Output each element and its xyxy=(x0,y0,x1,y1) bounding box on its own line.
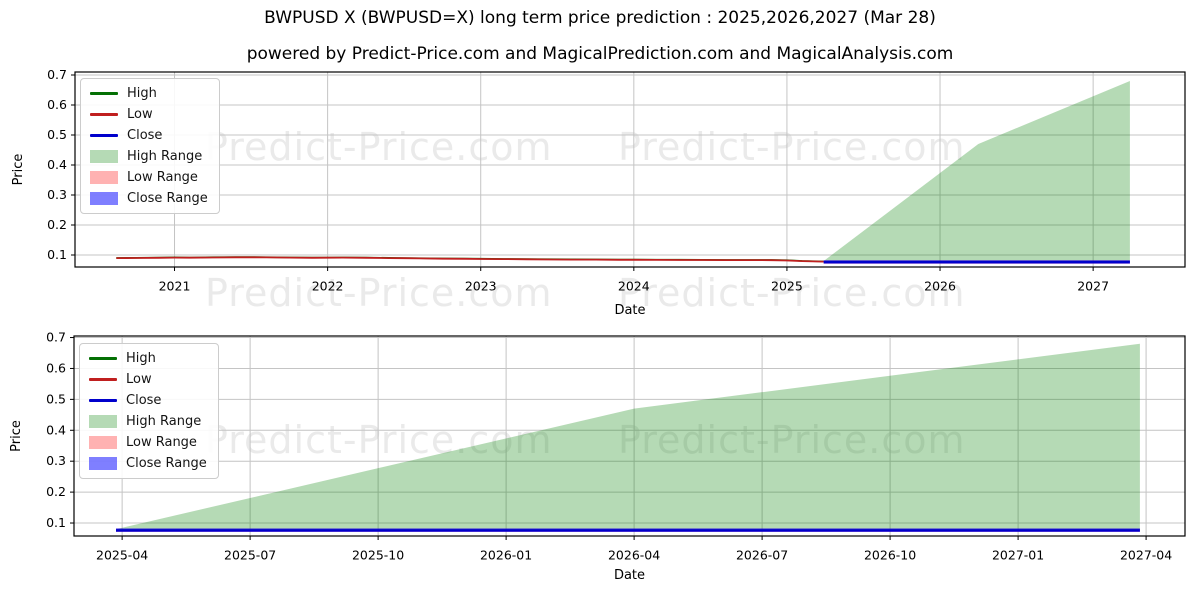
bottom-chart: 2025-04 2025-07 2025-10 2026-01 2026-04 2026-… xyxy=(9,330,1186,583)
legend-item-high-range: High Range xyxy=(89,414,207,429)
legend-item-close: Close xyxy=(89,393,207,408)
legend-patch-swatch xyxy=(90,171,118,184)
legend-label: Close Range xyxy=(126,456,207,471)
legend-label: Low Range xyxy=(126,435,197,450)
y-tick-label: 0.3 xyxy=(46,453,66,468)
watermark-text: Predict-Price.com xyxy=(618,419,966,462)
legend-item-high: High xyxy=(90,86,208,101)
axes-box xyxy=(73,335,1186,537)
series-line-low xyxy=(116,256,824,263)
legend-label: High xyxy=(126,351,156,366)
legend-line-swatch xyxy=(89,357,117,360)
legend-patch-swatch xyxy=(90,150,118,163)
x-tick-label: 2026-07 xyxy=(736,548,788,563)
y-tick-label: 0.5 xyxy=(47,127,67,142)
legend-item-close-range: Close Range xyxy=(89,456,207,471)
x-tick-label: 2025-07 xyxy=(224,548,276,563)
x-tick-label: 2025-04 xyxy=(96,548,148,563)
y-tick-label: 0.7 xyxy=(46,330,66,345)
series-area-high-range xyxy=(116,343,1140,531)
legend-label: Close xyxy=(127,128,163,143)
x-tick-label: 2027-04 xyxy=(1120,548,1172,563)
legend-line-swatch xyxy=(90,134,118,137)
axes-box xyxy=(74,71,1186,268)
y-axis-label: Price xyxy=(11,154,26,186)
legend-item-close: Close xyxy=(90,128,208,143)
x-tick-label: 2026-10 xyxy=(864,548,916,563)
legend-item-low-range: Low Range xyxy=(90,170,208,185)
legend-item-close-range: Close Range xyxy=(90,191,208,206)
watermark-text: Predict-Price.com xyxy=(618,125,966,169)
x-tick-label: 2027-01 xyxy=(992,548,1044,563)
legend-top-chart: High Low Close High Range Low Range Close Ran… xyxy=(80,78,220,214)
watermark-text: Predict-Price.com xyxy=(205,271,553,315)
legend-line-swatch xyxy=(89,399,117,402)
y-tick-label: 0.6 xyxy=(46,360,66,375)
x-tick-label: 2025-10 xyxy=(352,548,404,563)
y-tick-label: 0.7 xyxy=(47,67,67,82)
x-tick-label: 2024 xyxy=(618,279,650,294)
x-tick-label: 2021 xyxy=(159,279,191,294)
legend-item-high: High xyxy=(89,351,207,366)
legend-label: Low xyxy=(126,372,152,387)
watermark-text: Predict-Price.com xyxy=(618,271,966,315)
legend-label: High Range xyxy=(127,149,203,164)
legend-label: High xyxy=(127,86,157,101)
legend-patch-swatch xyxy=(89,436,117,449)
legend-line-swatch xyxy=(90,113,118,116)
top-chart: 2021 2022 2023 2024 2025 2026 2027 0.1 0.2 0.3 0.4… xyxy=(11,67,1186,318)
legend-item-low: Low xyxy=(90,107,208,122)
legend-patch-swatch xyxy=(89,457,117,470)
x-tick-label: 2026-01 xyxy=(480,548,532,563)
x-tick-label: 2025 xyxy=(771,279,803,294)
y-tick-label: 0.1 xyxy=(46,515,66,530)
x-tick-label: 2027 xyxy=(1077,279,1109,294)
watermark-text: Predict-Price.com xyxy=(205,125,553,169)
x-tick-label: 2022 xyxy=(312,279,344,294)
legend-item-low-range: Low Range xyxy=(89,435,207,450)
legend-line-swatch xyxy=(90,92,118,95)
series-area-high-range xyxy=(823,81,1130,262)
x-tick-label: 2026 xyxy=(924,279,956,294)
y-axis-label: Price xyxy=(9,420,24,452)
x-axis-label: Date xyxy=(614,303,645,318)
legend-item-low: Low xyxy=(89,372,207,387)
chart-subtitle: powered by Predict-Price.com and Magical… xyxy=(246,44,954,64)
x-axis-label: Date xyxy=(614,568,645,583)
legend-patch-swatch xyxy=(89,415,117,428)
legend-label: Close Range xyxy=(127,191,208,206)
legend-label: Low Range xyxy=(127,170,198,185)
x-tick-label: 2023 xyxy=(465,279,497,294)
legend-line-swatch xyxy=(89,378,117,381)
legend-item-high-range: High Range xyxy=(90,149,208,164)
y-tick-label: 0.5 xyxy=(46,391,66,406)
y-tick-label: 0.2 xyxy=(46,484,66,499)
y-tick-label: 0.2 xyxy=(47,217,67,232)
legend-patch-swatch xyxy=(90,192,118,205)
y-tick-label: 0.4 xyxy=(47,157,67,172)
x-tick-label: 2026-04 xyxy=(608,548,660,563)
y-tick-label: 0.3 xyxy=(47,187,67,202)
chart-title: BWPUSD X (BWPUSD=X) long term price pred… xyxy=(264,8,936,28)
legend-bottom-chart: High Low Close High Range Low Range Close Ran… xyxy=(79,343,219,479)
y-tick-label: 0.6 xyxy=(47,97,67,112)
legend-label: High Range xyxy=(126,414,202,429)
legend-label: Close xyxy=(126,393,162,408)
y-tick-label: 0.4 xyxy=(46,422,66,437)
legend-label: Low xyxy=(127,107,153,122)
y-tick-label: 0.1 xyxy=(47,247,67,262)
